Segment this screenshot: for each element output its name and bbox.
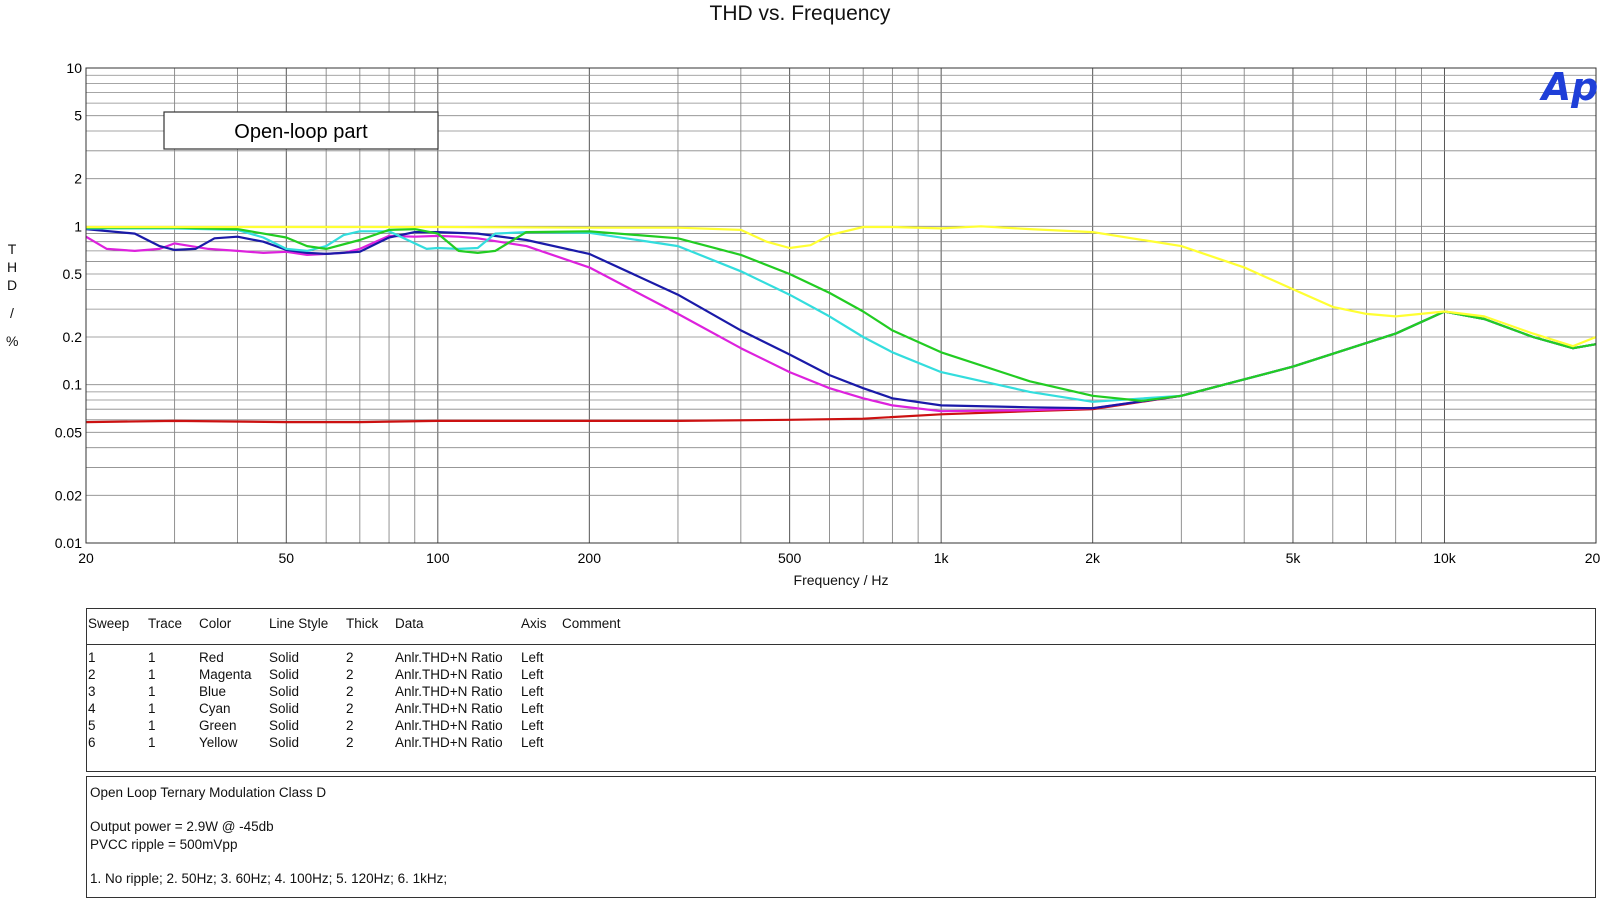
notes-ripple: PVCC ripple = 500mVpp xyxy=(90,837,238,852)
y-axis-label-char: / xyxy=(10,305,14,321)
legend-header: Sweep Trace Color Line Style Thick Data Axis Co… xyxy=(87,609,1595,645)
legend-cell: Anlr.THD+N Ratio xyxy=(395,735,503,750)
legend-cell: 2 xyxy=(346,684,354,699)
legend-cell: 5 xyxy=(88,718,96,733)
legend-cell: Solid xyxy=(269,718,300,733)
x-tick-label: 20 xyxy=(78,550,94,566)
plot-frame xyxy=(85,67,1597,544)
legend-cell: 2 xyxy=(346,667,354,682)
y-tick-label: 2 xyxy=(74,171,82,187)
legend-header-cell: Sweep xyxy=(88,616,130,631)
legend-cell: Solid xyxy=(269,701,300,716)
series-line-6 xyxy=(86,225,1597,348)
x-tick-label: 20k xyxy=(1585,550,1600,566)
legend-table: Sweep Trace Color Line Style Thick Data Axis Co… xyxy=(86,608,1596,772)
legend-header-cell: Comment xyxy=(562,616,621,631)
annotation-text: Open-loop part xyxy=(234,121,368,143)
legend-cell: 1 xyxy=(148,735,156,750)
legend-cell: 3 xyxy=(88,684,96,699)
annotation-box: Open-loop part xyxy=(163,111,439,150)
x-tick-label: 100 xyxy=(426,550,450,566)
x-tick-label: 5k xyxy=(1286,550,1302,566)
legend-cell: Left xyxy=(521,735,544,750)
y-tick-label: 0.1 xyxy=(63,377,83,393)
legend-header-cell: Axis xyxy=(521,616,547,631)
y-axis-label-char: % xyxy=(6,333,19,349)
x-tick-label: 200 xyxy=(578,550,602,566)
legend-header-cell: Trace xyxy=(148,616,183,631)
legend-cell: Left xyxy=(521,667,544,682)
notes-title: Open Loop Ternary Modulation Class D xyxy=(90,785,327,800)
y-tick-label: 1 xyxy=(74,218,82,234)
notes-sweep-list: 1. No ripple; 2. 50Hz; 3. 60Hz; 4. 100Hz… xyxy=(90,871,448,886)
legend-cell: Solid xyxy=(269,684,300,699)
legend-cell: 1 xyxy=(148,650,156,665)
legend-cell: Anlr.THD+N Ratio xyxy=(395,667,503,682)
y-axis-label-char: H xyxy=(6,259,18,275)
legend-cell: Blue xyxy=(199,684,227,699)
legend-cell: 4 xyxy=(88,701,96,716)
series-line-5 xyxy=(86,226,1597,402)
legend-cell: Left xyxy=(521,684,544,699)
y-tick-label: 0.01 xyxy=(55,535,82,551)
notes-output-power: Output power = 2.9W @ -45db xyxy=(90,819,274,834)
y-axis-label: T H D / % xyxy=(6,240,18,350)
legend-cell: Anlr.THD+N Ratio xyxy=(395,684,503,699)
y-tick-label: 0.05 xyxy=(55,424,82,440)
legend-cell: Left xyxy=(521,718,544,733)
legend-cell: Anlr.THD+N Ratio xyxy=(395,701,503,716)
y-tick-label: 0.5 xyxy=(63,266,83,282)
legend-cell: 6 xyxy=(88,735,96,750)
legend-cell: Anlr.THD+N Ratio xyxy=(395,650,503,665)
ap-logo: Ap xyxy=(1539,65,1599,109)
legend-header-cell: Line Style xyxy=(269,616,329,631)
y-axis-label-char: T xyxy=(7,241,17,257)
x-axis-label: Frequency / Hz xyxy=(793,572,889,588)
x-tick-label: 2k xyxy=(1085,550,1101,566)
legend-cell: 1 xyxy=(148,718,156,733)
legend-cell: 1 xyxy=(88,650,96,665)
legend-cell: Solid xyxy=(269,667,300,682)
y-tick-label: 0.02 xyxy=(55,487,82,503)
legend-cell: 2 xyxy=(88,667,96,682)
legend-header-cell: Color xyxy=(199,616,232,631)
legend-cell: Yellow xyxy=(199,735,238,750)
legend-cell: 1 xyxy=(148,684,156,699)
series-line-3 xyxy=(85,228,1597,410)
legend-cell: Red xyxy=(199,650,224,665)
y-tick-label: 5 xyxy=(74,108,82,124)
x-tick-label: 500 xyxy=(778,550,802,566)
legend-cell: 2 xyxy=(346,735,354,750)
x-tick-label: 10k xyxy=(1433,550,1457,566)
thd-frequency-chart: 20 50 100 200 500 1k 2k 5k 10k 20k 0.01 0.02 0.05 0.1… xyxy=(55,60,1600,566)
x-tick-label: 1k xyxy=(934,550,950,566)
legend-cell: Green xyxy=(199,718,237,733)
chart-title: THD vs. Frequency xyxy=(709,2,891,25)
y-tick-label: 10 xyxy=(66,60,82,76)
legend-cell: Left xyxy=(521,650,544,665)
series-line-1 xyxy=(85,310,1597,424)
legend-cell: Solid xyxy=(269,650,300,665)
legend-header-cell: Data xyxy=(395,616,424,631)
legend-cell: 1 xyxy=(148,701,156,716)
legend-cell: Left xyxy=(521,701,544,716)
legend-cell: 2 xyxy=(346,701,354,716)
x-tick-label: 50 xyxy=(279,550,295,566)
y-tick-label: 0.2 xyxy=(63,329,83,345)
notes-panel: Open Loop Ternary Modulation Class D Out… xyxy=(86,776,1596,898)
legend-cell: 1 xyxy=(148,667,156,682)
legend-cell: Cyan xyxy=(199,701,231,716)
legend-cell: Anlr.THD+N Ratio xyxy=(395,718,503,733)
legend-header-cell: Thick xyxy=(346,616,379,631)
legend-cell: Solid xyxy=(269,735,300,750)
legend-cell: 2 xyxy=(346,650,354,665)
y-axis-label-char: D xyxy=(6,277,18,293)
series-lines xyxy=(85,225,1597,424)
tick-labels: 20 50 100 200 500 1k 2k 5k 10k 20k 0.01 0.02 0.05 0.1… xyxy=(55,60,1600,566)
legend-cell: Magenta xyxy=(199,667,252,682)
legend-cell: 2 xyxy=(346,718,354,733)
